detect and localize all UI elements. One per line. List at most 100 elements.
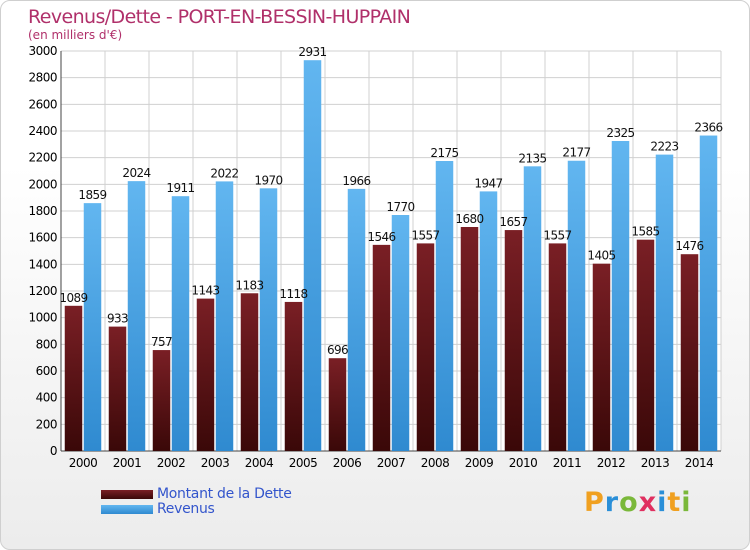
bars bbox=[64, 60, 718, 452]
axes: 0 200 400 600 800 1000 1200 1400 1600 1800 2000 220… bbox=[28, 44, 721, 470]
bar-dette bbox=[240, 293, 259, 451]
y-tick-label: 1200 bbox=[28, 284, 57, 298]
data-label-dette: 1657 bbox=[499, 215, 527, 229]
bar-dette bbox=[416, 243, 435, 451]
y-tick-label: 2200 bbox=[28, 151, 57, 165]
legend-label-dette: Montant de la Dette bbox=[157, 486, 292, 502]
data-label-dette: 933 bbox=[107, 312, 128, 326]
bar-revenus bbox=[523, 166, 542, 452]
logo-letter: i bbox=[657, 487, 668, 518]
y-tick-label: 800 bbox=[36, 337, 57, 351]
data-label-revenus: 1770 bbox=[386, 200, 414, 214]
logo-letter: i bbox=[681, 487, 692, 518]
chart-title: Revenus/Dette - PORT-EN-BESSIN-HUPPAIN bbox=[28, 6, 411, 28]
legend-swatch-dette bbox=[101, 490, 153, 499]
data-label-revenus: 2177 bbox=[562, 146, 590, 160]
bar-revenus bbox=[567, 160, 586, 451]
y-tick-label: 3000 bbox=[28, 44, 57, 58]
bar-revenus bbox=[391, 215, 410, 451]
data-label-revenus: 1947 bbox=[474, 176, 502, 190]
y-tick-label: 1400 bbox=[28, 257, 57, 271]
bar-dette bbox=[152, 350, 171, 451]
logo-letter: t bbox=[667, 487, 682, 518]
x-tick-label: 2012 bbox=[597, 456, 626, 470]
chart-subtitle: (en milliers d'€) bbox=[28, 28, 123, 42]
legend-swatch-revenus bbox=[101, 505, 153, 514]
bar-revenus bbox=[347, 188, 366, 451]
x-tick-label: 2003 bbox=[201, 456, 230, 470]
bar-revenus bbox=[611, 141, 630, 451]
x-tick-label: 2001 bbox=[113, 456, 142, 470]
data-label-revenus: 2135 bbox=[518, 151, 546, 165]
bar-dette bbox=[64, 305, 83, 451]
bar-revenus bbox=[699, 135, 718, 452]
x-tick-label: 2014 bbox=[685, 456, 714, 470]
plot-area bbox=[61, 51, 721, 451]
bar-dette bbox=[548, 243, 567, 451]
data-label-dette: 1118 bbox=[279, 287, 307, 301]
data-label-revenus: 2223 bbox=[650, 140, 678, 154]
bar-revenus bbox=[127, 181, 146, 451]
logo-letter: o bbox=[619, 487, 639, 518]
bar-dette bbox=[372, 244, 391, 451]
data-labels: 1089 1859 933 2024 757 1911 1143 2022 1183 1970 11… bbox=[59, 45, 723, 357]
data-label-dette: 1680 bbox=[455, 212, 483, 226]
bar-revenus bbox=[171, 196, 190, 451]
bar-dette bbox=[504, 230, 523, 451]
data-label-revenus: 1859 bbox=[78, 188, 106, 202]
data-label-dette: 757 bbox=[151, 335, 172, 349]
bar-revenus bbox=[215, 181, 234, 451]
bar-dette bbox=[284, 301, 303, 451]
data-label-revenus: 1966 bbox=[342, 174, 370, 188]
data-label-dette: 1143 bbox=[191, 284, 219, 298]
x-tick-label: 2007 bbox=[377, 456, 406, 470]
data-label-revenus: 2325 bbox=[606, 126, 634, 140]
data-label-dette: 1557 bbox=[411, 228, 439, 242]
y-tick-label: 600 bbox=[36, 364, 57, 378]
bar-revenus bbox=[435, 161, 454, 451]
y-tick-label: 200 bbox=[36, 417, 57, 431]
x-tick-label: 2005 bbox=[289, 456, 318, 470]
y-tick-label: 1800 bbox=[28, 204, 57, 218]
bar-dette bbox=[196, 298, 215, 451]
data-label-revenus: 2024 bbox=[122, 166, 150, 180]
y-tick-label: 2400 bbox=[28, 124, 57, 138]
x-tick-label: 2010 bbox=[509, 456, 538, 470]
data-label-dette: 1089 bbox=[59, 291, 87, 305]
data-label-revenus: 1970 bbox=[254, 173, 282, 187]
data-label-revenus: 2931 bbox=[298, 45, 326, 59]
x-tick-label: 2004 bbox=[245, 456, 274, 470]
bar-dette bbox=[460, 227, 479, 451]
bar-revenus bbox=[83, 203, 102, 451]
y-tick-label: 1000 bbox=[28, 311, 57, 325]
bar-revenus bbox=[303, 60, 322, 451]
x-tick-label: 2000 bbox=[69, 456, 98, 470]
data-label-dette: 1546 bbox=[367, 230, 395, 244]
bar-revenus bbox=[259, 188, 278, 452]
data-label-revenus: 2366 bbox=[694, 121, 722, 135]
data-label-dette: 1476 bbox=[675, 239, 703, 253]
bar-revenus bbox=[655, 154, 674, 451]
x-tick-label: 2002 bbox=[157, 456, 186, 470]
data-label-revenus: 2022 bbox=[210, 166, 238, 180]
data-label-dette: 1405 bbox=[587, 249, 615, 263]
y-tick-label: 400 bbox=[36, 391, 57, 405]
legend-label-revenus: Revenus bbox=[157, 501, 215, 517]
logo-letter: r bbox=[604, 487, 620, 518]
data-label-revenus: 1911 bbox=[166, 181, 194, 195]
y-tick-label: 2600 bbox=[28, 97, 57, 111]
x-tick-label: 2008 bbox=[421, 456, 450, 470]
bar-dette bbox=[108, 326, 127, 451]
proxiti-logo: Proxiti bbox=[584, 487, 692, 518]
y-tick-label: 2000 bbox=[28, 177, 57, 191]
logo-letter: P bbox=[584, 487, 605, 518]
x-tick-label: 2011 bbox=[553, 456, 582, 470]
y-tick-label: 0 bbox=[50, 444, 57, 458]
bar-dette bbox=[636, 239, 655, 451]
logo-letter: x bbox=[638, 487, 658, 518]
x-tick-label: 2006 bbox=[333, 456, 362, 470]
bar-dette bbox=[592, 263, 611, 451]
y-tick-label: 2800 bbox=[28, 71, 57, 85]
